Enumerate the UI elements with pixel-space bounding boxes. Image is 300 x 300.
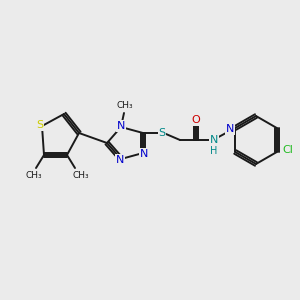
Text: N: N xyxy=(140,149,148,159)
Text: N: N xyxy=(226,124,234,134)
Text: CH₃: CH₃ xyxy=(73,172,89,181)
Text: N: N xyxy=(116,155,124,165)
Text: H: H xyxy=(210,146,218,156)
Text: N: N xyxy=(117,121,125,131)
Text: CH₃: CH₃ xyxy=(26,172,42,181)
Text: CH₃: CH₃ xyxy=(117,100,133,109)
Text: N: N xyxy=(210,135,218,145)
Text: S: S xyxy=(158,128,166,138)
Text: Cl: Cl xyxy=(282,145,293,155)
Text: S: S xyxy=(36,120,43,130)
Text: O: O xyxy=(192,115,200,125)
